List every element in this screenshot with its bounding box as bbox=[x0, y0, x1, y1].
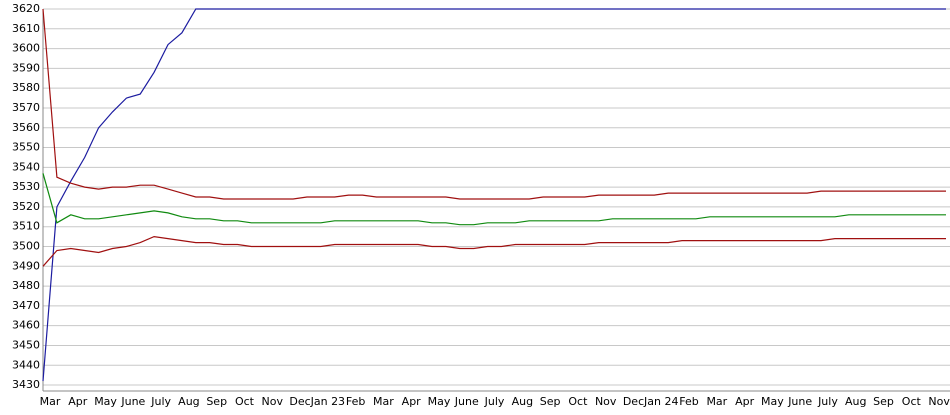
y-tick-label: 3520 bbox=[12, 200, 40, 213]
x-tick-label: Aug bbox=[178, 395, 199, 408]
y-tick-label: 3540 bbox=[12, 160, 40, 173]
x-tick-label: Dec bbox=[623, 395, 644, 408]
x-tick-label: May bbox=[761, 395, 784, 408]
y-tick-label: 3460 bbox=[12, 319, 40, 332]
x-tick-label: July bbox=[817, 395, 838, 408]
x-tick-label: June bbox=[454, 395, 479, 408]
y-tick-label: 3550 bbox=[12, 141, 40, 154]
x-tick-label: Apr bbox=[402, 395, 422, 408]
x-tick-label: June bbox=[120, 395, 145, 408]
x-tick-label: Oct bbox=[235, 395, 255, 408]
y-tick-label: 3610 bbox=[12, 22, 40, 35]
line-series bbox=[42, 8, 946, 382]
x-tick-label: May bbox=[428, 395, 451, 408]
y-tick-label: 3600 bbox=[12, 42, 40, 55]
y-tick-label: 3430 bbox=[12, 378, 40, 391]
y-tick-label: 3490 bbox=[12, 259, 40, 272]
x-tick-label: Nov bbox=[928, 395, 950, 408]
x-tick-label: Feb bbox=[679, 395, 698, 408]
y-tick-label: 3530 bbox=[12, 180, 40, 193]
y-tick-label: 3560 bbox=[12, 121, 40, 134]
x-tick-label: Sep bbox=[540, 395, 561, 408]
x-tick-label: Apr bbox=[68, 395, 88, 408]
y-tick-label: 3450 bbox=[12, 338, 40, 351]
x-tick-label: Sep bbox=[873, 395, 894, 408]
line-series bbox=[42, 235, 946, 267]
x-tick-label: July bbox=[484, 395, 505, 408]
x-tick-label: Mar bbox=[373, 395, 394, 408]
x-tick-label: Mar bbox=[706, 395, 727, 408]
y-tick-label: 3510 bbox=[12, 220, 40, 233]
x-tick-label: Jan 24 bbox=[643, 395, 678, 408]
x-tick-label: Apr bbox=[735, 395, 755, 408]
x-tick-label: Dec bbox=[289, 395, 310, 408]
y-tick-label: 3470 bbox=[12, 299, 40, 312]
y-tick-label: 3440 bbox=[12, 358, 40, 371]
x-tick-label: Feb bbox=[346, 395, 365, 408]
x-tick-label: Oct bbox=[568, 395, 588, 408]
y-tick-label: 3480 bbox=[12, 279, 40, 292]
line-series bbox=[42, 8, 946, 200]
x-tick-label: Oct bbox=[902, 395, 922, 408]
y-tick-label: 3570 bbox=[12, 101, 40, 114]
x-tick-label: Jan 23 bbox=[310, 395, 345, 408]
x-tick-label: Aug bbox=[512, 395, 533, 408]
x-tick-label: Mar bbox=[40, 395, 61, 408]
x-tick-label: June bbox=[787, 395, 812, 408]
x-tick-label: Nov bbox=[595, 395, 617, 408]
y-tick-label: 3590 bbox=[12, 61, 40, 74]
x-tick-label: July bbox=[150, 395, 171, 408]
x-tick-label: Sep bbox=[206, 395, 227, 408]
y-tick-label: 3620 bbox=[12, 2, 40, 15]
y-tick-label: 3500 bbox=[12, 240, 40, 253]
y-tick-label: 3580 bbox=[12, 81, 40, 94]
x-tick-label: May bbox=[94, 395, 117, 408]
x-tick-label: Aug bbox=[845, 395, 866, 408]
line-series bbox=[42, 173, 946, 226]
x-tick-label: Nov bbox=[262, 395, 284, 408]
